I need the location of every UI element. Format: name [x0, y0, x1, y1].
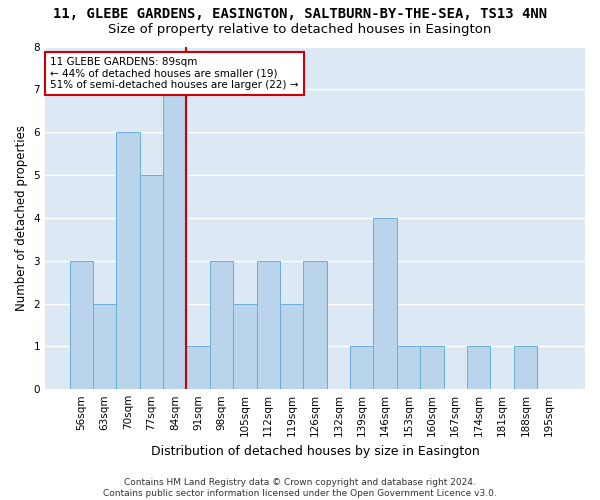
- Bar: [467, 346, 490, 389]
- Text: 11 GLEBE GARDENS: 89sqm
← 44% of detached houses are smaller (19)
51% of semi-de: 11 GLEBE GARDENS: 89sqm ← 44% of detache…: [50, 57, 299, 90]
- Bar: [420, 346, 443, 389]
- Bar: [187, 346, 210, 389]
- Bar: [116, 132, 140, 389]
- Bar: [257, 260, 280, 389]
- Text: Contains HM Land Registry data © Crown copyright and database right 2024.
Contai: Contains HM Land Registry data © Crown c…: [103, 478, 497, 498]
- Y-axis label: Number of detached properties: Number of detached properties: [15, 125, 28, 311]
- Bar: [210, 260, 233, 389]
- Text: Size of property relative to detached houses in Easington: Size of property relative to detached ho…: [109, 22, 491, 36]
- X-axis label: Distribution of detached houses by size in Easington: Distribution of detached houses by size …: [151, 444, 479, 458]
- Bar: [304, 260, 327, 389]
- Bar: [70, 260, 93, 389]
- Bar: [163, 90, 187, 389]
- Bar: [514, 346, 537, 389]
- Text: 11, GLEBE GARDENS, EASINGTON, SALTBURN-BY-THE-SEA, TS13 4NN: 11, GLEBE GARDENS, EASINGTON, SALTBURN-B…: [53, 8, 547, 22]
- Bar: [397, 346, 420, 389]
- Bar: [140, 175, 163, 389]
- Bar: [350, 346, 373, 389]
- Bar: [373, 218, 397, 389]
- Bar: [233, 304, 257, 389]
- Bar: [93, 304, 116, 389]
- Bar: [280, 304, 304, 389]
